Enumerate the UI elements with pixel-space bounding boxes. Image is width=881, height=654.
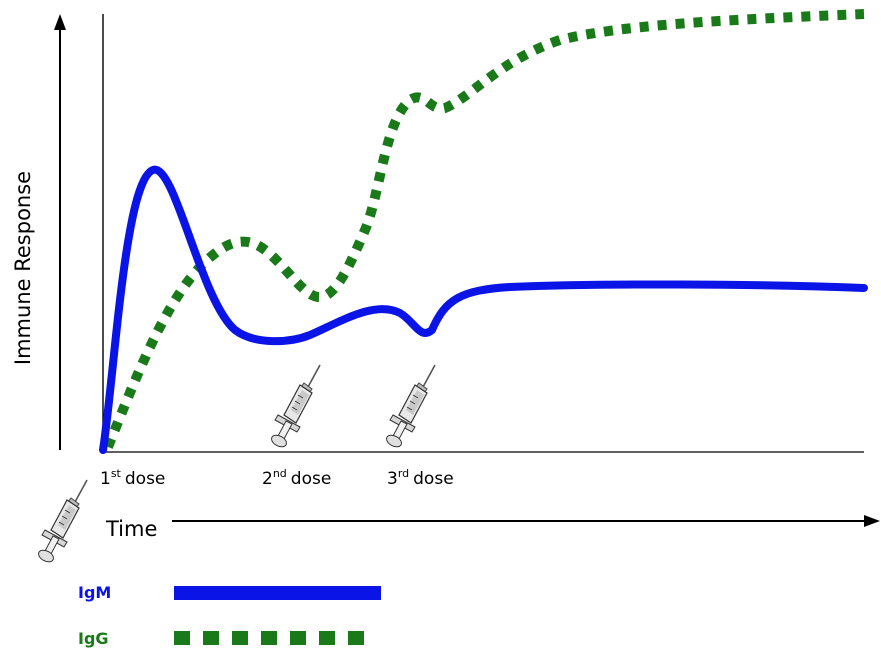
dose-number: 3 — [387, 469, 398, 489]
x-axis-label: Time — [105, 517, 157, 541]
x-axis-arrow — [172, 515, 880, 527]
dose-label-2: 2nd dose — [262, 467, 331, 489]
dose-suffix: st — [111, 467, 122, 480]
dose-label-3: 3rd dose — [387, 467, 454, 489]
dose-label-1: 1st dose — [100, 467, 165, 489]
dose-word: dose — [291, 469, 332, 489]
dose-suffix: rd — [398, 467, 409, 480]
dose-suffix: nd — [273, 467, 287, 480]
syringe-icon — [35, 479, 88, 565]
dose-word: dose — [413, 469, 454, 489]
igg-curve — [103, 9, 865, 449]
legend-label-igm: IgM — [78, 583, 111, 602]
dose-number: 2 — [262, 469, 273, 489]
legend-item-igm: IgM — [78, 583, 381, 602]
syringe-icon — [383, 364, 436, 450]
igm-curve — [99, 165, 868, 454]
legend-item-igg: IgG — [78, 629, 376, 648]
legend-label-igg: IgG — [78, 629, 109, 648]
dose-word: dose — [125, 469, 166, 489]
syringe-icon — [268, 364, 321, 450]
dose-number: 1 — [100, 469, 111, 489]
y-axis-arrow — [54, 14, 66, 450]
legend: IgM IgG — [78, 583, 381, 648]
y-axis-label: Immune Response — [11, 171, 35, 365]
